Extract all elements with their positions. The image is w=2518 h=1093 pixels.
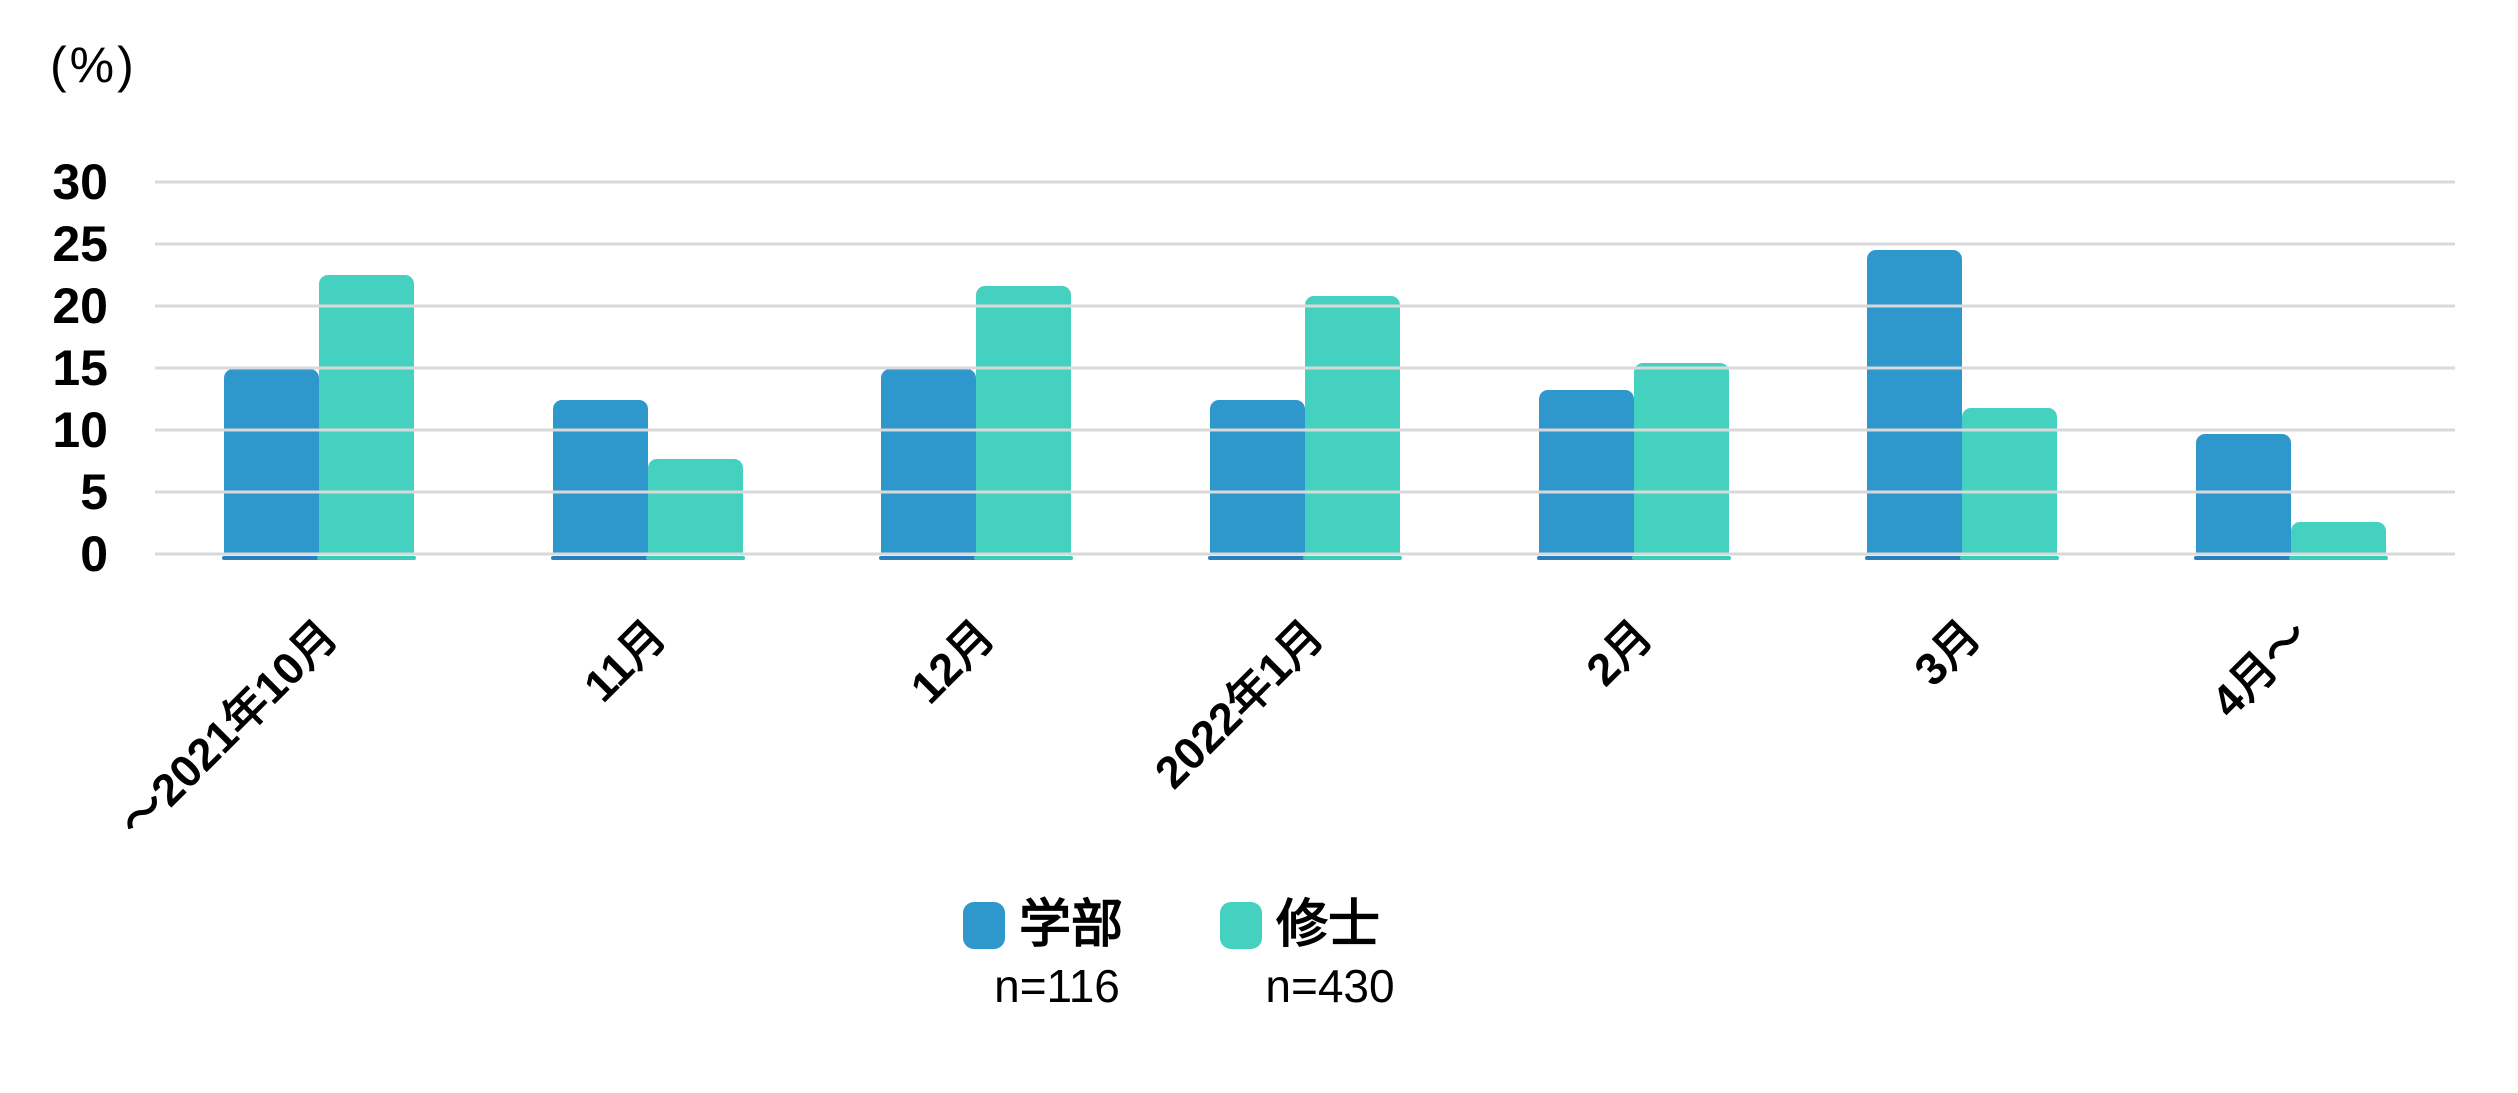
legend-entry-masters: 修士 [1220, 899, 1380, 951]
bar-bottom-edge [974, 556, 1074, 560]
gridline-25 [155, 242, 2455, 246]
legend-label-undergraduate: 学部 [1019, 896, 1124, 954]
x-axis-category-label-6: 3月 [1904, 609, 1991, 696]
bar-undergraduate [879, 369, 979, 560]
bar-group-5 [1469, 182, 1798, 560]
bar-undergraduate [550, 400, 650, 560]
bar-group-4 [1141, 182, 1470, 560]
bar-bottom-edge [879, 556, 979, 560]
bar-groups-container [155, 182, 2455, 560]
y-axis-tick-label-10: 10 [52, 402, 108, 458]
bar-undergraduate [222, 369, 322, 560]
x-axis-category-label-2: 11月 [574, 609, 676, 712]
gridline-30 [155, 180, 2455, 184]
bar-bottom-edge [222, 556, 322, 560]
x-axis-category-label-3: 12月 [901, 609, 1005, 714]
x-axis-category-label-5: 2月 [1575, 609, 1662, 696]
y-axis-tick-label-20: 20 [52, 278, 108, 334]
legend-label-masters: 修士 [1276, 896, 1381, 954]
bar-masters [1960, 407, 2060, 560]
x-axis-category-label-1: ～2021年10月 [109, 609, 348, 848]
x-axis-category-label-7: 4月～ [2201, 609, 2319, 728]
bar-bottom-edge [645, 556, 745, 560]
y-axis-unit-label: (%) [50, 37, 137, 93]
bar-bottom-edge [2288, 556, 2388, 560]
bar-bottom-edge [317, 556, 417, 560]
bar-masters [317, 275, 417, 560]
bar-bottom-edge [2193, 556, 2293, 560]
bar-masters [1303, 296, 1403, 560]
legend-swatch-undergraduate [963, 901, 1005, 949]
bar-bottom-edge [550, 556, 650, 560]
bar-masters [974, 286, 1074, 560]
bar-undergraduate [2193, 433, 2293, 560]
bar-undergraduate [1536, 390, 1636, 560]
gridline-5 [155, 490, 2455, 494]
bar-masters [2288, 521, 2388, 560]
bar-bottom-edge [1303, 556, 1403, 560]
gridline-15 [155, 366, 2455, 370]
plot-area [155, 180, 2455, 560]
bar-group-2 [484, 182, 813, 560]
gridline-10 [155, 428, 2455, 432]
bar-bottom-edge [1536, 556, 1636, 560]
bar-undergraduate [1208, 400, 1308, 560]
bar-bottom-edge [1865, 556, 1965, 560]
bar-group-6 [1798, 182, 2127, 560]
gridline-20 [155, 304, 2455, 308]
y-axis-tick-label-15: 15 [52, 340, 108, 396]
gridline-0 [155, 552, 2455, 556]
y-axis-tick-label-25: 25 [52, 216, 108, 272]
legend-entry-undergraduate: 学部 [963, 899, 1123, 951]
bar-masters [645, 458, 745, 560]
bar-group-3 [812, 182, 1141, 560]
bar-undergraduate [1865, 250, 1965, 560]
y-axis-tick-label-0: 0 [80, 526, 108, 582]
bar-bottom-edge [1208, 556, 1308, 560]
y-axis-tick-label-30: 30 [52, 154, 108, 210]
bar-masters [1631, 363, 1731, 560]
sample-size-masters: n=430 [1265, 960, 1395, 1012]
x-axis-category-label-4: 2022年1月 [1144, 609, 1333, 799]
legend-swatch-masters [1220, 901, 1262, 949]
bar-group-1 [155, 182, 484, 560]
bar-bottom-edge [1960, 556, 2060, 560]
bar-bottom-edge [1631, 556, 1731, 560]
sample-size-undergraduate: n=116 [994, 960, 1120, 1012]
bar-group-7 [2126, 182, 2455, 560]
y-axis-tick-label-5: 5 [80, 464, 108, 520]
